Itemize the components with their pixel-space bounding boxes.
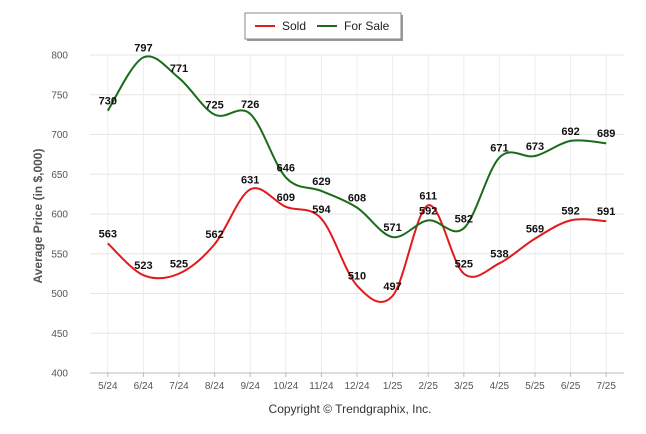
for-sale-series-line <box>106 55 607 239</box>
for-sale-data-label: 689 <box>597 128 615 140</box>
y-tick-label: 400 <box>51 369 68 380</box>
for-sale-data-label: 671 <box>490 143 508 155</box>
x-tick-label: 10/24 <box>273 381 298 392</box>
sold-data-label: 497 <box>383 281 401 293</box>
sold-series-line <box>107 187 607 303</box>
y-tick-label: 500 <box>51 289 68 300</box>
grid-layer <box>90 54 624 374</box>
axis-layer: 400 450 500 550 600 650 700 750 800 5/24 6/24 7/24 8… <box>51 51 624 392</box>
y-tick-label: 800 <box>51 51 68 62</box>
y-tick-label: 650 <box>51 170 68 181</box>
sold-data-label: 591 <box>597 206 615 218</box>
x-tick-label: 12/24 <box>344 381 369 392</box>
sold-data-label: 523 <box>134 260 152 272</box>
legend-label-sold: Sold <box>282 19 306 33</box>
x-tick-label: 9/24 <box>240 381 260 392</box>
x-tick-label: 8/24 <box>205 381 225 392</box>
x-tick-label: 1/25 <box>383 381 403 392</box>
sold-data-label: 525 <box>455 259 473 271</box>
sold-data-label: 611 <box>419 190 437 202</box>
for-sale-data-label: 726 <box>241 99 259 111</box>
for-sale-data-label: 692 <box>561 126 579 138</box>
for-sale-data-label: 571 <box>383 222 401 234</box>
sold-data-label: 563 <box>99 228 117 240</box>
sold-data-label: 538 <box>490 248 508 260</box>
x-tick-label: 7/25 <box>596 381 616 392</box>
x-tick-label: 3/25 <box>454 381 474 392</box>
x-tick-label: 4/25 <box>490 381 510 392</box>
sold-data-label: 510 <box>348 271 366 283</box>
legend: Sold For Sale <box>244 12 403 41</box>
for-sale-data-label: 582 <box>455 213 473 225</box>
y-tick-label: 700 <box>51 130 68 141</box>
copyright-text: Copyright © Trendgraphix, Inc. <box>269 402 432 416</box>
for-sale-data-label: 771 <box>170 63 188 75</box>
x-tick-label: 7/24 <box>169 381 189 392</box>
y-tick-label: 550 <box>51 249 68 260</box>
y-tick-label: 450 <box>51 329 68 340</box>
data-label-layer: 563 523 525 562 631 609 594 510 497 611 525 538 569 5… <box>99 42 616 293</box>
for-sale-data-label: 797 <box>134 42 152 54</box>
x-tick-label: 2/25 <box>418 381 438 392</box>
sold-data-label: 569 <box>526 224 544 236</box>
sold-data-label: 562 <box>205 229 223 241</box>
for-sale-data-label: 725 <box>205 100 223 112</box>
sold-data-label: 525 <box>170 259 188 271</box>
x-tick-label: 6/24 <box>134 381 154 392</box>
y-tick-label: 750 <box>51 90 68 101</box>
x-tick-label: 5/24 <box>98 381 118 392</box>
x-tick-label: 6/25 <box>561 381 581 392</box>
sold-data-label: 592 <box>561 205 579 217</box>
x-tick-label: 11/24 <box>309 381 334 392</box>
for-sale-data-label: 673 <box>526 141 544 153</box>
sold-data-label: 631 <box>241 174 259 186</box>
x-tick-label: 5/25 <box>525 381 545 392</box>
for-sale-data-label: 608 <box>348 193 366 205</box>
y-tick-label: 600 <box>51 210 68 221</box>
sold-data-label: 594 <box>312 204 331 216</box>
for-sale-data-label: 646 <box>277 162 295 174</box>
for-sale-data-label: 730 <box>99 96 117 108</box>
series-layer <box>106 55 607 303</box>
y-axis-title: Average Price (in $,000) <box>31 149 45 284</box>
sold-data-label: 609 <box>277 192 295 204</box>
legend-label-for-sale: For Sale <box>344 19 390 33</box>
for-sale-data-label: 592 <box>419 205 437 217</box>
for-sale-data-label: 629 <box>312 176 330 188</box>
